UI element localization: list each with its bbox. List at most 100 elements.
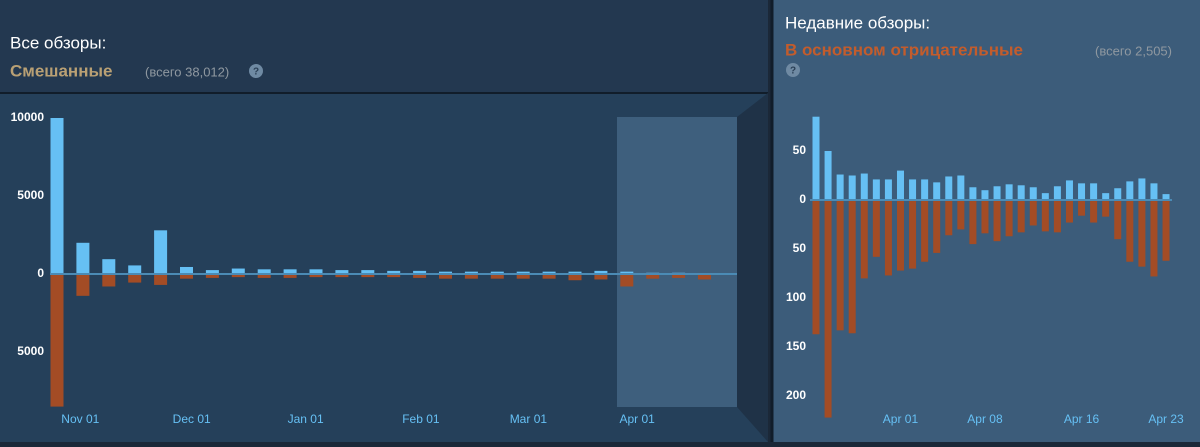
bar (102, 259, 116, 274)
bar (76, 242, 90, 274)
bar (896, 170, 904, 200)
bar (309, 269, 323, 274)
bar (464, 271, 478, 274)
bar (464, 274, 478, 279)
y-tick-label: 10000 (11, 110, 45, 124)
bar (1053, 186, 1061, 200)
overall-label: Все обзоры: (10, 33, 106, 52)
bar (490, 271, 504, 274)
x-tick-label: Mar 01 (510, 412, 548, 426)
x-tick-label: Apr 08 (967, 412, 1003, 426)
bar (1114, 188, 1122, 200)
bar (205, 270, 219, 274)
bar (231, 274, 245, 278)
x-tick-label: Nov 01 (61, 412, 99, 426)
y-tick-label: 0 (799, 192, 806, 206)
bar (257, 269, 271, 274)
bar (490, 274, 504, 279)
x-tick-label: Jan 01 (288, 412, 324, 426)
bar (860, 200, 868, 279)
bar (836, 174, 844, 200)
bar (1114, 200, 1122, 240)
bar (848, 200, 856, 334)
bar (896, 200, 904, 271)
bar (1065, 180, 1073, 200)
bar (283, 274, 297, 278)
y-tick-label: 100 (786, 290, 806, 304)
bar (516, 274, 530, 279)
bar (1090, 200, 1098, 223)
bar (620, 274, 634, 287)
bar (848, 175, 856, 200)
bar (1005, 184, 1013, 200)
help-icon[interactable] (786, 63, 800, 77)
bar (646, 274, 660, 279)
bar (1078, 183, 1086, 200)
bar (387, 274, 401, 278)
bar (309, 274, 323, 278)
bar (909, 200, 917, 269)
bar (933, 200, 941, 253)
bar (1162, 194, 1170, 200)
bar (1005, 200, 1013, 237)
bar (824, 151, 832, 200)
bar (1150, 200, 1158, 277)
recent-total: (всего 2,505) (1095, 43, 1172, 58)
bar (335, 274, 349, 278)
recent-label: Недавние обзоры: (785, 13, 930, 32)
bar (1162, 200, 1170, 261)
bar (812, 116, 820, 200)
bar (1126, 200, 1134, 262)
bar (361, 270, 375, 274)
bar (836, 200, 844, 331)
bar (387, 270, 401, 274)
y-tick-label: 5000 (17, 344, 44, 358)
bar (872, 200, 880, 257)
y-tick-label: 0 (37, 266, 44, 280)
bar (283, 269, 297, 274)
bar (1065, 200, 1073, 223)
overall-total: (всего 38,012) (145, 64, 229, 79)
bar (128, 274, 142, 283)
bar (981, 190, 989, 200)
bar (102, 274, 116, 287)
bar (957, 175, 965, 200)
bar (50, 274, 64, 407)
bar (542, 271, 556, 274)
y-tick-label: 200 (786, 388, 806, 402)
bar (872, 179, 880, 200)
bar (568, 274, 582, 281)
bar (361, 274, 375, 278)
bar (568, 271, 582, 274)
x-tick-label: Apr 23 (1148, 412, 1184, 426)
bar (672, 274, 686, 278)
bar (180, 266, 193, 274)
bar (1078, 200, 1086, 216)
x-tick-label: Apr 01 (619, 412, 655, 426)
bar (909, 179, 917, 200)
recent-rating: В основном отрицательные (785, 40, 1023, 59)
bar (413, 270, 427, 274)
help-icon-text[interactable]: ? (790, 66, 796, 77)
bar (824, 200, 832, 418)
x-tick-label: Dec 01 (173, 412, 211, 426)
bar (945, 200, 953, 236)
bar (957, 200, 965, 230)
help-icon-text[interactable]: ? (253, 67, 259, 78)
bar (257, 274, 271, 278)
connector (737, 93, 768, 442)
bar (993, 200, 1001, 242)
bar (76, 274, 90, 296)
bar (1053, 200, 1061, 233)
bar (945, 176, 953, 200)
bar (921, 179, 929, 200)
bar (969, 200, 977, 245)
bar (981, 200, 989, 234)
bar (620, 271, 634, 274)
bar (1138, 200, 1146, 267)
bar (921, 200, 929, 262)
help-icon[interactable] (249, 64, 263, 78)
bar (993, 186, 1001, 200)
x-tick-label: Feb 01 (402, 412, 440, 426)
